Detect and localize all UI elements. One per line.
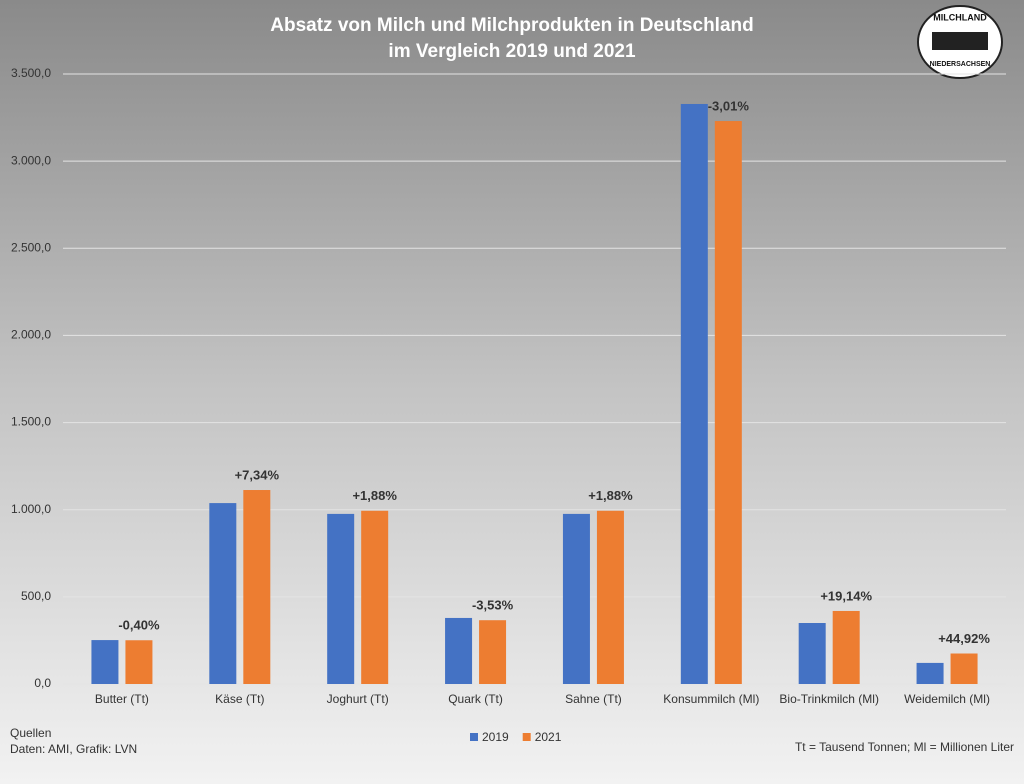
- x-tick-label: Konsummilch (Ml): [663, 692, 759, 706]
- bar: [91, 640, 119, 684]
- logo: MILCHLAND NIEDERSACHSEN: [917, 5, 1003, 79]
- legend-label: 2021: [535, 730, 562, 744]
- bar: [916, 662, 944, 684]
- bar: [327, 513, 355, 684]
- y-tick-label: 3.000,0: [11, 153, 51, 167]
- legend-swatch: [470, 733, 478, 741]
- annotation: -0,40%: [118, 618, 160, 633]
- logo-text: NIEDERSACHSEN: [930, 61, 991, 68]
- annotation: +1,88%: [352, 488, 397, 503]
- source-text: Quellen: [10, 726, 51, 740]
- x-tick-label: Sahne (Tt): [565, 692, 622, 706]
- legend-label: 2019: [482, 730, 509, 744]
- y-tick-label: 500,0: [21, 589, 51, 603]
- logo-text: MILCHLAND: [933, 12, 987, 22]
- x-tick-label: Quark (Tt): [448, 692, 503, 706]
- annotation: +1,88%: [588, 488, 633, 503]
- x-tick-label: Bio-Trinkmilch (Ml): [779, 692, 879, 706]
- legend-swatch: [522, 733, 531, 741]
- bar: [596, 510, 624, 684]
- y-tick-label: 0,0: [34, 676, 51, 690]
- y-tick-label: 1.500,0: [11, 415, 51, 429]
- y-tick-label: 2.000,0: [11, 328, 51, 342]
- annotation: +19,14%: [820, 588, 872, 603]
- bar: [445, 617, 473, 684]
- bar: [243, 490, 271, 684]
- bar: [714, 121, 742, 685]
- annotation: +44,92%: [938, 631, 990, 646]
- chart-title: im Vergleich 2019 und 2021: [388, 41, 636, 62]
- x-tick-label: Joghurt (Tt): [327, 692, 389, 706]
- annotation: +7,34%: [235, 467, 280, 482]
- x-tick-label: Käse (Tt): [215, 692, 264, 706]
- note: Tt = Tausend Tonnen; Ml = Millionen Lite…: [795, 740, 1014, 754]
- x-tick-label: Weidemilch (Ml): [904, 692, 990, 706]
- bar: [562, 513, 590, 684]
- bar: [479, 620, 507, 684]
- bar: [950, 653, 978, 684]
- bar: [798, 623, 826, 684]
- bar: [125, 640, 153, 684]
- x-tick-label: Butter (Tt): [95, 692, 149, 706]
- bar: [361, 510, 389, 684]
- logo-cows: [932, 32, 988, 50]
- annotation: -3,53%: [472, 598, 514, 613]
- chart-title: Absatz von Milch und Milchprodukten in D…: [270, 15, 753, 36]
- y-tick-label: 1.000,0: [11, 502, 51, 516]
- bar: [209, 503, 237, 684]
- source-text: Daten: AMI, Grafik: LVN: [10, 742, 137, 756]
- annotation: -3,01%: [708, 98, 750, 113]
- bar: [680, 103, 708, 684]
- y-tick-label: 2.500,0: [11, 240, 51, 254]
- y-tick-label: 3.500,0: [11, 66, 51, 80]
- bar: [832, 610, 860, 684]
